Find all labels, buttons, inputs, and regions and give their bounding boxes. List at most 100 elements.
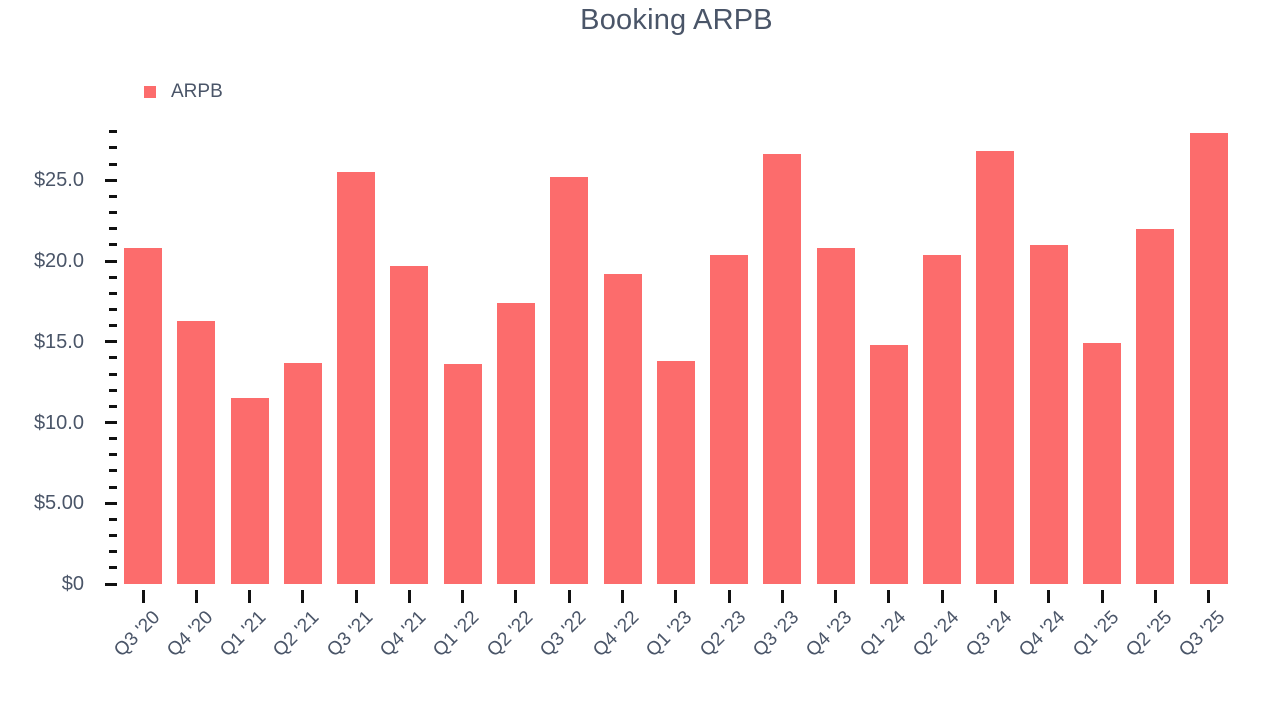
y-axis-major-tick	[105, 259, 117, 263]
y-axis-minor-tick	[109, 307, 117, 311]
y-axis-major-tick	[105, 582, 117, 586]
y-axis-minor-tick	[109, 372, 117, 376]
x-axis-tick	[727, 590, 731, 603]
x-axis-label: Q4 '21	[376, 607, 431, 662]
x-axis-tick	[993, 590, 997, 603]
y-axis-label: $15.0	[33, 330, 84, 353]
y-axis-minor-tick	[109, 356, 117, 360]
x-axis-label: Q4 '24	[1015, 607, 1070, 662]
bar	[1136, 228, 1175, 584]
x-axis-tick	[194, 590, 198, 603]
y-axis-label: $5.00	[33, 492, 84, 515]
y-axis-label: $10.0	[33, 411, 84, 434]
x-axis-label: Q2 '24	[909, 607, 964, 662]
bar	[177, 320, 216, 584]
bar	[124, 248, 162, 584]
bar	[1029, 244, 1068, 584]
x-axis-tick	[621, 590, 625, 603]
y-axis-minor-tick	[109, 243, 117, 247]
y-axis-minor-tick	[109, 453, 117, 457]
y-axis-minor-tick	[109, 130, 117, 134]
x-axis-tick	[407, 590, 411, 603]
bar	[230, 398, 269, 584]
bar	[656, 361, 695, 584]
y-axis-minor-tick	[109, 437, 117, 441]
bar	[603, 273, 642, 584]
y-axis-minor-tick	[109, 388, 117, 392]
y-axis-label: $0	[61, 573, 84, 595]
x-axis-tick	[1047, 590, 1051, 603]
y-axis-minor-tick	[109, 275, 117, 279]
x-axis-tick	[940, 590, 944, 603]
x-axis-tick	[834, 590, 838, 603]
x-axis-label: Q1 '22	[429, 607, 484, 662]
y-axis-minor-tick	[109, 469, 117, 473]
legend-swatch-arpb	[144, 86, 156, 98]
x-axis-label: Q2 '25	[1122, 607, 1177, 662]
y-axis-major-tick	[105, 178, 117, 182]
y-axis-minor-tick	[109, 162, 117, 166]
y-axis-major-tick	[105, 340, 117, 344]
x-axis-tick	[1100, 590, 1104, 603]
legend: ARPB	[144, 80, 223, 104]
bar	[816, 248, 855, 584]
y-axis-minor-tick	[109, 485, 117, 489]
y-axis-label: $25.0	[33, 169, 84, 192]
x-axis-label: Q1 '21	[216, 607, 271, 662]
bar	[283, 362, 322, 584]
bar	[443, 364, 482, 584]
bar	[710, 254, 749, 584]
x-axis-tick	[780, 590, 784, 603]
y-axis-label: $20.0	[33, 250, 84, 272]
y-axis-minor-tick	[109, 534, 117, 538]
y-axis-minor-tick	[109, 517, 117, 521]
x-axis-label: Q3 '24	[962, 607, 1017, 662]
bar	[1189, 133, 1228, 584]
y-axis-major-tick	[105, 501, 117, 505]
bar	[337, 172, 376, 584]
x-axis-tick	[514, 590, 518, 603]
bar	[390, 265, 429, 584]
bar	[763, 154, 802, 584]
y-axis-minor-tick	[109, 404, 117, 408]
x-axis-tick	[887, 590, 891, 603]
bar	[869, 344, 908, 584]
x-axis-label: Q2 '23	[695, 607, 750, 662]
x-axis-label: Q4 '23	[802, 607, 857, 662]
legend-label-arpb: ARPB	[171, 81, 223, 102]
x-axis-label: Q3 '25	[1175, 607, 1230, 662]
x-axis-label: Q3 '23	[749, 607, 804, 662]
x-axis-tick	[301, 590, 305, 603]
x-axis-label: Q1 '23	[642, 607, 697, 662]
bar	[976, 151, 1015, 584]
x-axis-tick	[141, 590, 145, 603]
x-axis-tick	[1153, 590, 1157, 603]
x-axis-label: Q3 '20	[109, 607, 164, 662]
x-axis-tick	[354, 590, 358, 603]
x-axis-label: Q3 '21	[322, 607, 377, 662]
y-axis-minor-tick	[109, 146, 117, 150]
y-axis-minor-tick	[109, 324, 117, 328]
bar	[923, 254, 962, 584]
y-axis-minor-tick	[109, 566, 117, 570]
x-axis-tick	[567, 590, 571, 603]
bar	[550, 177, 589, 584]
x-axis-label: Q4 '22	[589, 607, 644, 662]
x-axis-tick	[674, 590, 678, 603]
y-axis-minor-tick	[109, 211, 117, 215]
x-axis-tick	[1207, 590, 1211, 603]
y-axis-minor-tick	[109, 291, 117, 295]
x-axis-label: Q2 '22	[482, 607, 537, 662]
y-axis-minor-tick	[109, 227, 117, 231]
bar	[496, 302, 535, 584]
x-axis-tick	[461, 590, 465, 603]
x-axis-label: Q2 '21	[269, 607, 324, 662]
x-axis-label: Q4 '20	[163, 607, 218, 662]
y-axis-minor-tick	[109, 194, 117, 198]
chart-title: Booking ARPB	[580, 4, 773, 36]
x-axis-label: Q1 '24	[855, 607, 910, 662]
y-axis-minor-tick	[109, 550, 117, 554]
x-axis-tick	[248, 590, 252, 603]
